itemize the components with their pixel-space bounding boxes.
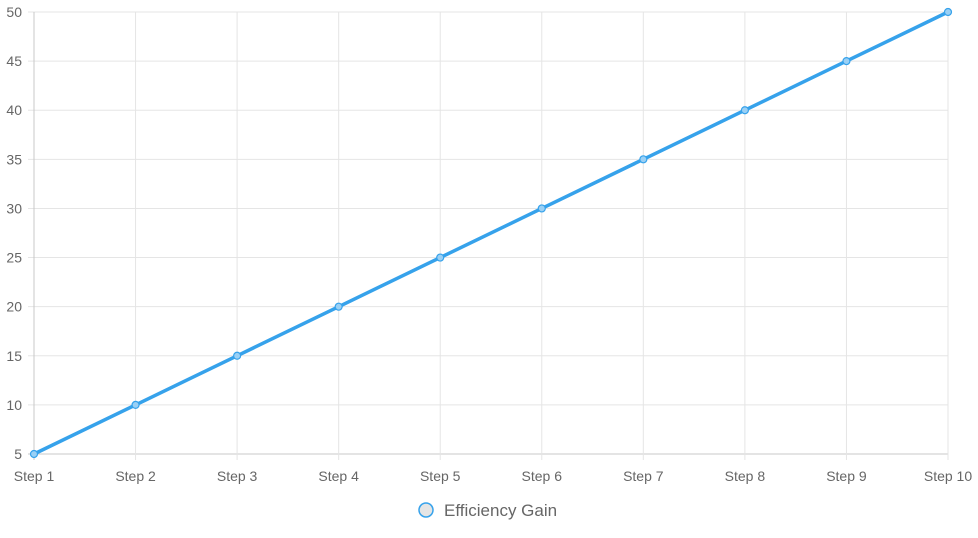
- x-tick-label: Step 3: [217, 468, 258, 484]
- x-tick-label: Step 2: [115, 468, 156, 484]
- y-tick-label: 20: [6, 299, 22, 315]
- x-tick-label: Step 10: [924, 468, 972, 484]
- y-tick-label: 50: [6, 4, 22, 20]
- x-tick-label: Step 7: [623, 468, 664, 484]
- data-point: [740, 106, 749, 115]
- data-point: [537, 204, 546, 213]
- legend-marker: [418, 502, 434, 518]
- series-line: [33, 10, 949, 456]
- y-tick-label: 10: [6, 397, 22, 413]
- y-tick-label: 45: [6, 53, 22, 69]
- data-point: [943, 7, 953, 17]
- data-point: [639, 155, 648, 164]
- data-point: [29, 449, 39, 459]
- y-tick-label: 25: [6, 250, 22, 266]
- x-tick-label: Step 1: [14, 468, 55, 484]
- y-tick-label: 35: [6, 151, 22, 167]
- x-tick-label: Step 9: [826, 468, 867, 484]
- y-tick-label: 15: [6, 348, 22, 364]
- x-tick-label: Step 8: [725, 468, 766, 484]
- data-point: [436, 253, 445, 262]
- x-tick-label: Step 4: [318, 468, 359, 484]
- data-point: [842, 57, 851, 66]
- y-tick-label: 5: [14, 446, 22, 462]
- data-point: [233, 351, 242, 360]
- data-point: [334, 302, 343, 311]
- legend-label: Efficiency Gain: [444, 501, 557, 520]
- data-point: [131, 400, 140, 409]
- y-tick-label: 30: [6, 200, 22, 216]
- x-tick-label: Step 6: [522, 468, 563, 484]
- x-tick-label: Step 5: [420, 468, 461, 484]
- y-tick-label: 40: [6, 102, 22, 118]
